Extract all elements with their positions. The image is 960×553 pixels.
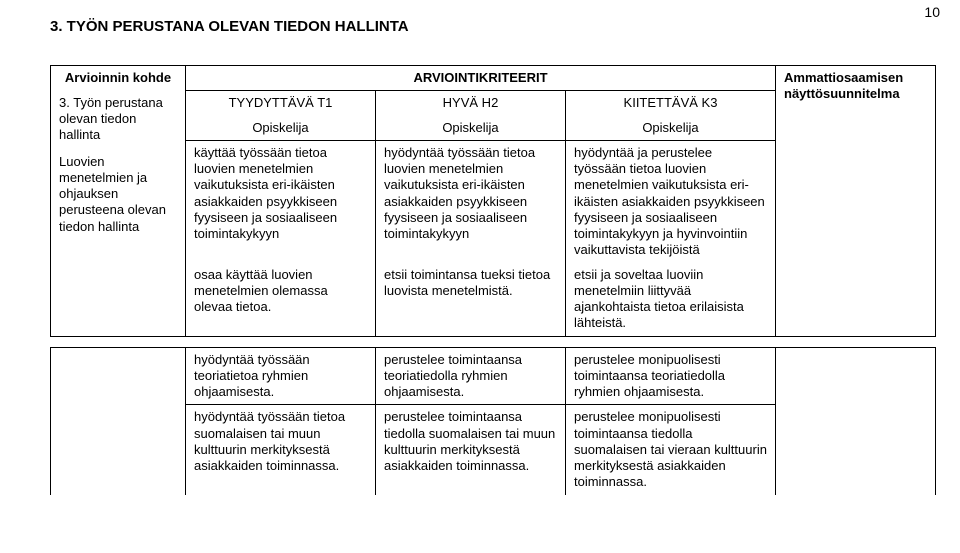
student-k3: Opiskelija: [566, 116, 776, 141]
level-t1: TYYDYTTÄVÄ T1: [186, 91, 376, 116]
r1c1: käyttää työssään tietoa luovien menetelm…: [186, 140, 376, 262]
r3c3: perustelee monipuolisesti toimintaansa t…: [566, 347, 776, 405]
left-subheaders: 3. Työn perustana olevan tiedon hallinta…: [51, 91, 186, 263]
r4c3: perustelee monipuolisesti toimintaansa t…: [566, 405, 776, 495]
level-h2: HYVÄ H2: [376, 91, 566, 116]
r1c2: hyödyntää työssään tietoa luovien menete…: [376, 140, 566, 262]
section-heading: 3. TYÖN PERUSTANA OLEVAN TIEDON HALLINTA: [50, 18, 920, 35]
r4c2: perustelee toimintaansa tiedolla suomala…: [376, 405, 566, 495]
r3c2: perustelee toimintaansa teoriatiedolla r…: [376, 347, 566, 405]
assessment-table: Arvioinnin kohde ARVIOINTIKRITEERIT Amma…: [50, 55, 936, 495]
left-header: Arvioinnin kohde: [51, 66, 186, 91]
r4c1: hyödyntää työssään tietoa suomalaisen ta…: [186, 405, 376, 495]
right-col-cell: Ammattiosaamisen näyttösuunnitelma: [776, 66, 936, 263]
right-col-line1: Ammattiosaamisen: [784, 70, 927, 86]
right-col-line2: näyttösuunnitelma: [784, 86, 927, 102]
r2c1: osaa käyttää luovien menetelmien olemass…: [186, 263, 376, 337]
r3c1: hyödyntää työssään teoriatietoa ryhmien …: [186, 347, 376, 405]
r2c2: etsii toimintansa tueksi tietoa luovista…: [376, 263, 566, 337]
r1c3: hyödyntää ja perustelee työssään tietoa …: [566, 140, 776, 262]
left-sub2: Luovien menetelmien ja ohjauksen peruste…: [59, 154, 177, 235]
level-k3: KIITETTÄVÄ K3: [566, 91, 776, 116]
r2c3: etsii ja soveltaa luoviin menetelmiin li…: [566, 263, 776, 337]
student-h2: Opiskelija: [376, 116, 566, 141]
page-number: 10: [924, 4, 940, 20]
criteria-header: ARVIOINTIKRITEERIT: [186, 66, 776, 91]
student-t1: Opiskelija: [186, 116, 376, 141]
left-sub1: 3. Työn perustana olevan tiedon hallinta: [59, 95, 177, 144]
